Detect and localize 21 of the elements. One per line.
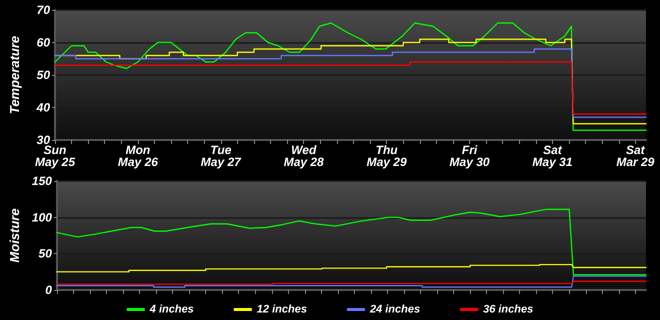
y-tick-label: 60 bbox=[36, 36, 50, 50]
y-tick-label: 50 bbox=[36, 68, 50, 82]
x-tick-label: Tue May 27 bbox=[200, 143, 242, 169]
x-tick-label: Fri May 30 bbox=[450, 143, 490, 169]
x-tick-label: Thu May 29 bbox=[366, 143, 407, 169]
y-axis-title: Temperature bbox=[7, 36, 22, 114]
y-tick-label: 40 bbox=[36, 100, 50, 114]
text: Sat Mar 29 bbox=[616, 143, 655, 169]
x-tick-label: Wed May 28 bbox=[284, 143, 324, 169]
legend-label: 36 inches bbox=[483, 304, 534, 316]
y-tick-label: 70 bbox=[36, 3, 50, 17]
y-tick-label: 0 bbox=[45, 283, 52, 297]
legend-label: 4 inches bbox=[148, 304, 194, 316]
y-tick-label: 150 bbox=[32, 174, 52, 188]
legend-label: 24 inches bbox=[368, 304, 420, 316]
x-tick-label: Mon May 26 bbox=[118, 143, 158, 169]
legend-label: 12 inches bbox=[256, 304, 307, 316]
y-tick-label: 50 bbox=[38, 246, 52, 261]
x-tick-label: Sat May 31 bbox=[532, 143, 573, 169]
y-axis-title: Moisture bbox=[7, 208, 22, 263]
y-tick-label: 100 bbox=[32, 210, 52, 224]
